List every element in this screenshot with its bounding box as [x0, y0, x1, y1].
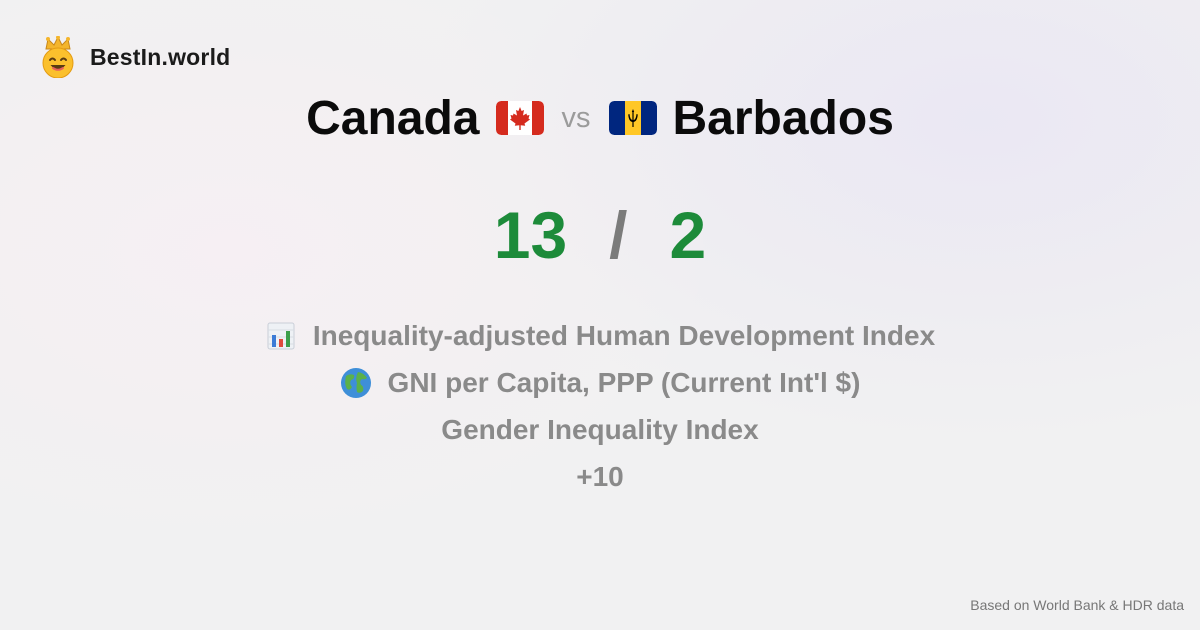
brand-name: BestIn.world	[90, 43, 231, 70]
score-separator: /	[609, 198, 628, 272]
page-title: Canada vs Barbados	[0, 88, 1200, 148]
canada-flag-icon	[495, 101, 544, 135]
metric-item: Gender Inequality Index	[441, 406, 758, 453]
barbados-flag-icon	[608, 101, 657, 135]
country-a-name: Canada	[306, 91, 480, 145]
bar-chart-icon	[267, 322, 295, 349]
metric-item: Inequality-adjusted Human Development In…	[265, 312, 935, 359]
score-country-b: 2	[669, 198, 707, 272]
metric-item: GNI per Capita, PPP (Current Int'l $)	[340, 359, 861, 406]
metric-label: Gender Inequality Index	[441, 413, 759, 445]
data-source-note: Based on World Bank & HDR data	[970, 597, 1184, 613]
score: 13 / 2	[0, 192, 1200, 278]
score-country-a: 13	[493, 198, 568, 272]
crown-smiley-icon	[42, 36, 74, 78]
metric-label: GNI per Capita, PPP (Current Int'l $)	[387, 366, 861, 398]
country-b-name: Barbados	[672, 91, 894, 145]
metrics-list: Inequality-adjusted Human Development In…	[0, 312, 1200, 500]
more-metrics-count: +10	[576, 453, 624, 500]
brand[interactable]: BestIn.world	[38, 36, 230, 78]
vs-label: vs	[561, 101, 591, 134]
metric-label: +10	[576, 460, 624, 492]
globe-icon	[340, 367, 371, 398]
metric-label: Inequality-adjusted Human Development In…	[312, 319, 936, 351]
